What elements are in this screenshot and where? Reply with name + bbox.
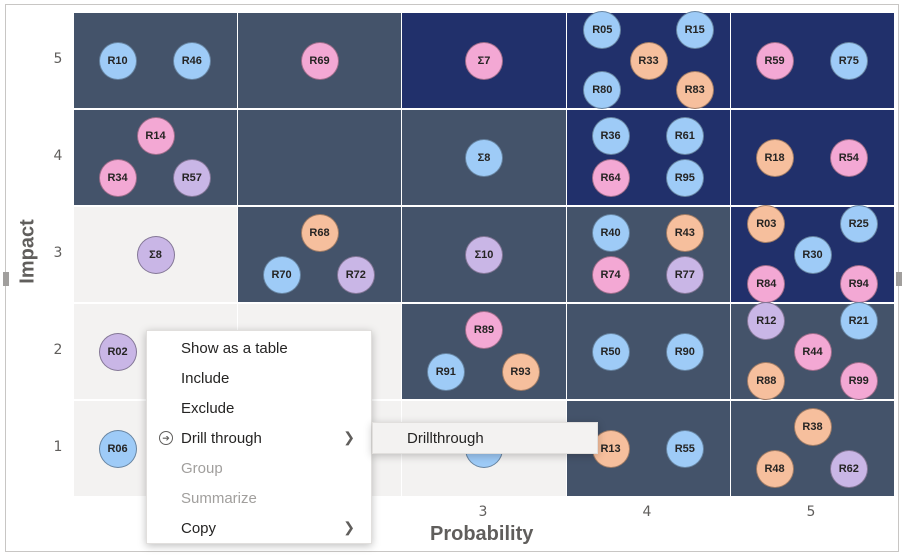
risk-bubble[interactable]: R21 [839, 302, 878, 341]
risk-bubble[interactable]: R64 [591, 158, 630, 197]
y-tick-1: 1 [53, 439, 63, 455]
menu-item-label: Drill through [181, 430, 262, 447]
risk-bubble[interactable]: R75 [829, 41, 868, 80]
matrix-cell[interactable] [237, 12, 402, 109]
risk-bubble[interactable]: Σ8 [465, 138, 503, 177]
risk-bubble[interactable]: R48 [755, 449, 794, 488]
risk-bubble[interactable]: R38 [793, 408, 832, 447]
risk-bubble[interactable]: R46 [172, 41, 211, 80]
risk-bubble[interactable]: R94 [839, 264, 878, 303]
matrix-cell[interactable] [730, 109, 895, 206]
risk-bubble[interactable]: R74 [591, 255, 630, 294]
risk-bubble[interactable]: Σ7 [465, 41, 503, 80]
risk-bubble[interactable]: R43 [665, 214, 704, 253]
risk-bubble[interactable]: R77 [665, 255, 704, 294]
risk-bubble[interactable]: R99 [839, 361, 878, 400]
x-tick-3: 3 [478, 504, 488, 520]
risk-bubble[interactable]: R30 [793, 235, 832, 274]
resize-handle-right[interactable] [896, 272, 902, 286]
risk-bubble[interactable]: R33 [629, 41, 668, 80]
risk-bubble[interactable]: R68 [300, 214, 339, 253]
x-tick-5: 5 [806, 504, 816, 520]
x-axis-title: Probability [430, 523, 534, 545]
risk-bubble[interactable]: R14 [136, 117, 175, 156]
x-tick-4: 4 [642, 504, 652, 520]
risk-bubble[interactable]: R03 [747, 205, 786, 244]
risk-bubble[interactable]: R83 [675, 70, 714, 109]
risk-bubble[interactable]: R25 [839, 205, 878, 244]
risk-bubble[interactable]: R05 [583, 11, 622, 50]
risk-bubble[interactable]: R72 [336, 255, 375, 294]
risk-bubble[interactable]: R62 [829, 449, 868, 488]
risk-bubble[interactable]: R44 [793, 332, 832, 371]
menu-item-label: Show as a table [181, 340, 288, 357]
risk-bubble[interactable]: Σ10 [465, 235, 503, 274]
matrix-cell[interactable] [237, 109, 402, 206]
risk-bubble[interactable]: R34 [98, 158, 137, 197]
risk-bubble[interactable]: R50 [591, 332, 630, 371]
menu-item-show-as-table[interactable]: Show as a table [147, 333, 371, 363]
menu-item-group: Group [147, 453, 371, 483]
chevron-right-icon: ❯ [343, 429, 355, 445]
menu-item-include[interactable]: Include [147, 363, 371, 393]
menu-item-label: Summarize [181, 490, 257, 507]
menu-item-summarize: Summarize [147, 483, 371, 513]
risk-bubble[interactable]: R80 [583, 70, 622, 109]
risk-bubble[interactable]: R02 [98, 332, 137, 371]
risk-bubble[interactable]: R89 [465, 311, 503, 350]
risk-bubble[interactable]: R55 [665, 429, 704, 468]
menu-item-copy[interactable]: Copy ❯ [147, 513, 371, 543]
menu-item-label: Include [181, 370, 230, 387]
drill-through-submenu[interactable]: Drillthrough [372, 422, 598, 454]
y-tick-3: 3 [53, 245, 63, 261]
risk-bubble[interactable]: R18 [755, 138, 794, 177]
risk-bubble[interactable]: R95 [665, 158, 704, 197]
risk-bubble[interactable]: R59 [755, 41, 794, 80]
matrix-cell[interactable] [566, 303, 731, 400]
risk-bubble[interactable]: Σ8 [136, 235, 175, 274]
y-axis-title: Impact [16, 219, 39, 284]
risk-bubble[interactable]: R90 [665, 332, 704, 371]
risk-bubble[interactable]: R61 [665, 117, 704, 156]
matrix-cell[interactable] [566, 109, 731, 206]
risk-bubble[interactable]: R69 [300, 41, 339, 80]
risk-bubble[interactable]: R36 [591, 117, 630, 156]
submenu-item-drillthrough[interactable]: Drillthrough [407, 430, 484, 447]
menu-item-exclude[interactable]: Exclude [147, 393, 371, 423]
risk-bubble[interactable]: R84 [747, 264, 786, 303]
menu-item-label: Copy [181, 520, 217, 537]
risk-bubble[interactable]: R54 [829, 138, 868, 177]
risk-bubble[interactable]: R40 [591, 214, 630, 253]
matrix-cell[interactable] [566, 206, 731, 303]
menu-item-label: Group [181, 460, 223, 477]
risk-bubble[interactable]: R06 [98, 429, 137, 468]
chevron-right-icon: ❯ [343, 519, 355, 535]
y-tick-2: 2 [53, 342, 63, 358]
risk-bubble[interactable]: R10 [98, 41, 137, 80]
risk-bubble[interactable]: R15 [675, 11, 714, 50]
matrix-cell[interactable] [730, 12, 895, 109]
risk-bubble[interactable]: R91 [426, 352, 465, 391]
matrix-cell[interactable] [73, 12, 238, 109]
risk-bubble[interactable]: R93 [501, 352, 540, 391]
risk-bubble[interactable]: R12 [747, 302, 786, 341]
risk-bubble[interactable]: R57 [172, 158, 211, 197]
risk-bubble[interactable]: R70 [262, 255, 301, 294]
context-menu: Show as a table Include Exclude ➔ Drill … [146, 330, 372, 544]
menu-item-label: Exclude [181, 400, 235, 417]
y-tick-4: 4 [53, 148, 63, 164]
menu-item-drill-through[interactable]: ➔ Drill through ❯ [147, 423, 371, 453]
y-tick-5: 5 [53, 51, 63, 67]
drill-through-icon: ➔ [159, 431, 173, 445]
risk-bubble[interactable]: R88 [747, 361, 786, 400]
resize-handle-left[interactable] [3, 272, 9, 286]
